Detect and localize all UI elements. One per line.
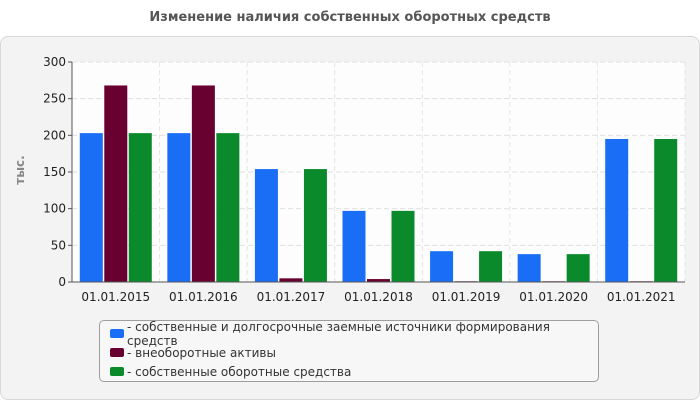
bar	[128, 133, 152, 282]
bars	[79, 85, 678, 282]
bar	[216, 133, 240, 282]
bar	[167, 133, 191, 282]
legend-item: - собственные оборотные средства	[110, 362, 598, 381]
x-tick-label: 01.01.2015	[81, 290, 150, 304]
bar	[254, 169, 278, 282]
bar	[605, 139, 629, 282]
y-tick-label: 150	[43, 165, 66, 179]
legend: - собственные и долгосрочные заемные ист…	[99, 320, 599, 382]
y-tick-label: 250	[43, 92, 66, 106]
bar	[367, 279, 390, 282]
bar	[566, 254, 590, 282]
x-tick-label: 01.01.2019	[432, 290, 501, 304]
legend-label: - внеоборотные активы	[127, 345, 276, 360]
bar	[279, 278, 303, 282]
y-axis-label: тыс.	[13, 155, 27, 184]
legend-item: - собственные и долгосрочные заемные ист…	[110, 320, 598, 348]
bar	[303, 169, 327, 282]
bar	[391, 210, 415, 282]
bar	[654, 139, 678, 282]
bar	[79, 133, 103, 282]
y-tick-label: 50	[51, 238, 66, 252]
chart-title: Изменение наличия собственных оборотных …	[149, 10, 551, 25]
y-tick-label: 0	[58, 275, 66, 289]
x-tick-label: 01.01.2021	[607, 290, 676, 304]
grid-lines	[72, 61, 686, 282]
y-tick-label: 200	[43, 128, 66, 142]
bar	[342, 210, 366, 282]
bar	[517, 254, 541, 282]
bar	[104, 85, 128, 282]
axes: 0 50 100 150 200 250 300 01.01.2015 01.01.2016 01…	[43, 55, 685, 304]
y-tick-label: 100	[43, 202, 66, 216]
legend-label: - собственные и долгосрочные заемные ист…	[127, 319, 550, 348]
x-tick-label: 01.01.2016	[169, 290, 238, 304]
x-tick-label: 01.01.2018	[344, 290, 413, 304]
legend-item: - внеоборотные активы	[110, 343, 598, 362]
legend-swatch	[110, 329, 124, 338]
legend-label: - собственные оборотные средства	[127, 364, 352, 379]
bar	[191, 85, 215, 282]
bar	[479, 251, 503, 282]
x-tick-label: 01.01.2017	[257, 290, 326, 304]
legend-swatch	[110, 348, 124, 357]
bar	[430, 251, 454, 282]
y-tick-label: 300	[43, 55, 66, 69]
legend-swatch	[110, 367, 124, 376]
x-tick-label: 01.01.2020	[519, 290, 588, 304]
